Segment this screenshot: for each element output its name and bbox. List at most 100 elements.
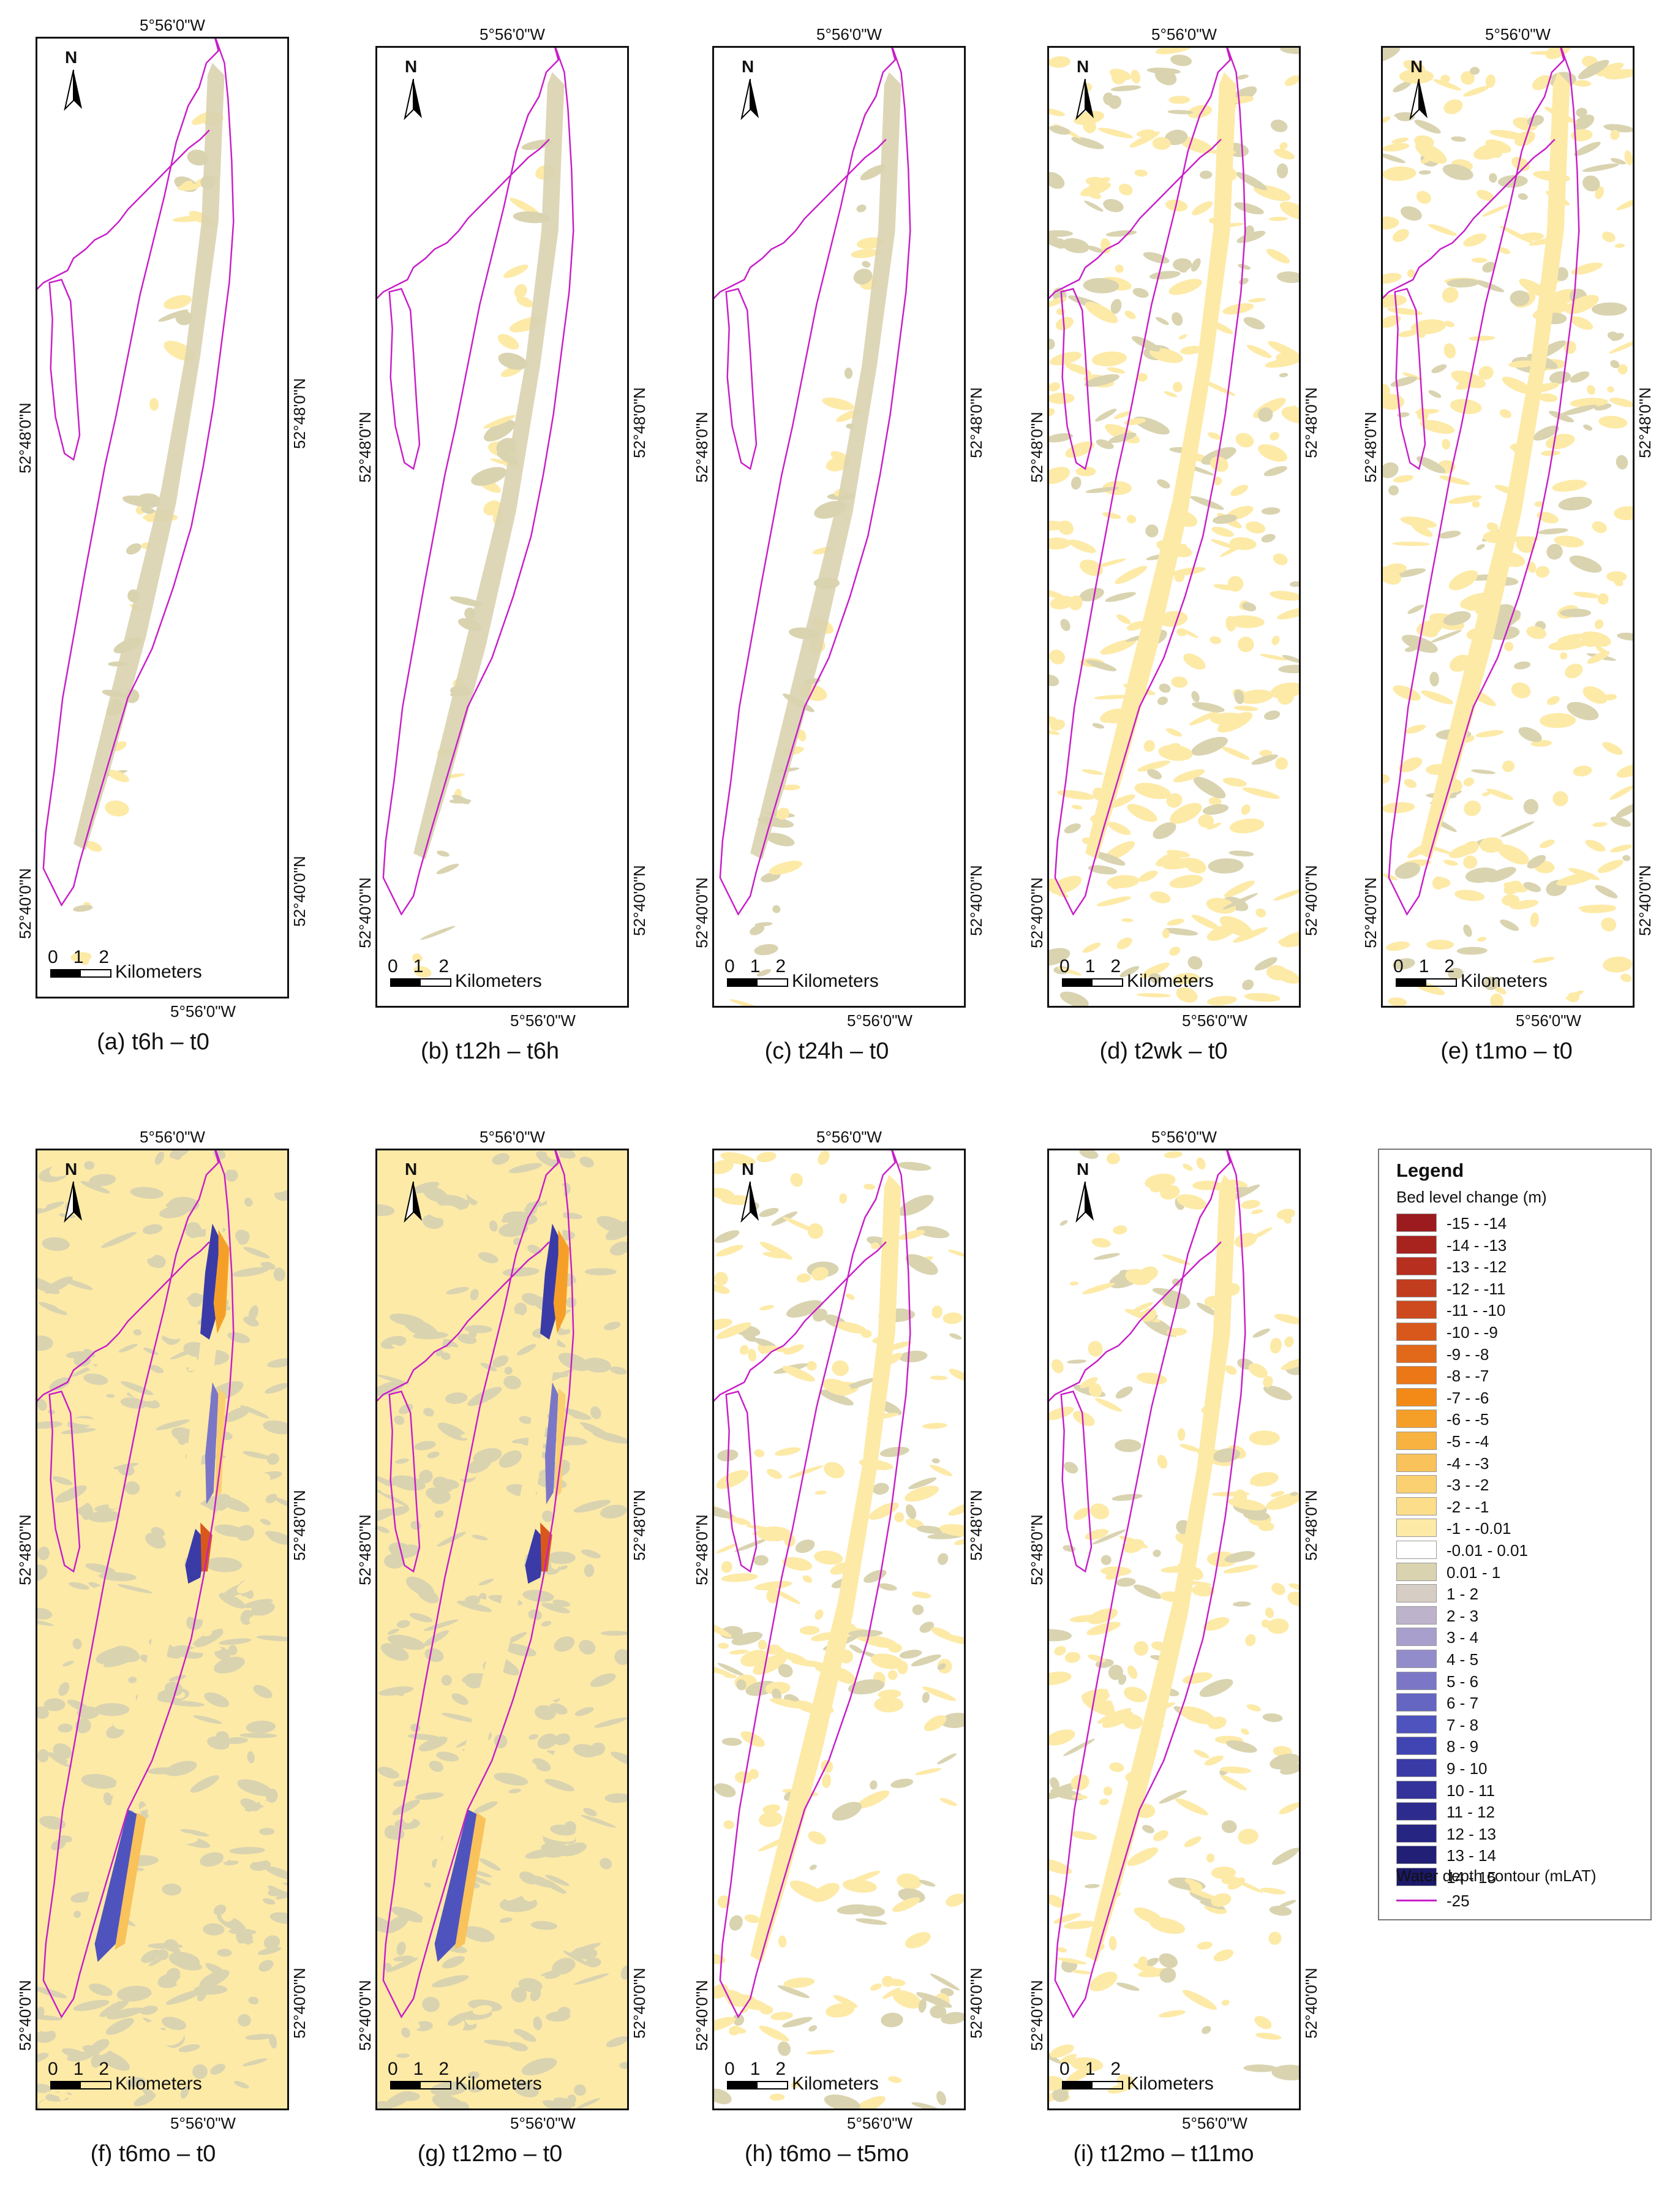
bed-change-patch [1393, 475, 1414, 483]
bed-change-patch [1211, 1867, 1236, 1879]
bed-change-patch [1502, 894, 1520, 907]
legend-label: 1 - 2 [1447, 1585, 1479, 1604]
bed-change-patch [214, 1524, 246, 1538]
legend-label: 6 - 7 [1447, 1694, 1479, 1713]
bed-change-patch [551, 1717, 571, 1729]
legend-label: -3 - -2 [1447, 1476, 1489, 1495]
bed-change-patch [1089, 1971, 1118, 1991]
bed-change-patch [498, 352, 527, 370]
bed-change-patch [1518, 193, 1528, 200]
map-frame [36, 37, 289, 998]
bed-change-patch [503, 1643, 536, 1657]
bed-change-patch [937, 1753, 957, 1765]
bed-change-patch [1074, 111, 1104, 125]
legend-item: -14 - -13 [1396, 1233, 1641, 1255]
legend-item: -0.01 - 0.01 [1396, 1538, 1641, 1560]
bed-change-patch [1242, 980, 1254, 991]
bed-change-patch [863, 1183, 876, 1190]
bed-change-patch [835, 1321, 867, 1334]
legend-item: -3 - -2 [1396, 1473, 1641, 1495]
north-arrow: N [55, 48, 92, 115]
bed-change-patch [1282, 655, 1299, 663]
legend-item: 1 - 2 [1396, 1582, 1641, 1604]
bed-change-patch [1096, 896, 1132, 907]
bed-change-patch [1191, 258, 1201, 272]
strong-change-feature [94, 1809, 140, 1962]
bed-change-patch [1170, 55, 1192, 66]
bed-change-patch [483, 1294, 509, 1306]
bed-change-patch [1571, 262, 1603, 275]
left-latitude-label: 52°40'0"N [693, 877, 711, 948]
bed-change-patch [393, 1780, 410, 1787]
bank-strip [1085, 72, 1236, 859]
north-letter: N [1077, 1160, 1089, 1179]
bed-change-patch [1548, 640, 1587, 651]
top-longitude-label: 5°56'0"W [1151, 25, 1217, 43]
bed-change-patch [377, 2101, 392, 2108]
bed-change-patch [1527, 855, 1546, 869]
scale-unit: Kilometers [115, 962, 202, 982]
bed-change-patch [574, 1973, 609, 1985]
bed-change-patch [814, 1550, 843, 1565]
bed-change-patch [418, 1588, 439, 1604]
bed-change-patch [1576, 108, 1587, 118]
bed-change-patch [1149, 348, 1184, 363]
legend-swatch [1396, 1671, 1437, 1690]
bed-change-patch [247, 1751, 255, 1764]
bed-change-patch [67, 1417, 106, 1426]
bed-change-patch [1104, 716, 1121, 723]
bed-change-patch [1229, 1179, 1248, 1187]
bed-change-patch [1063, 1920, 1096, 1930]
bed-change-patch [790, 1172, 803, 1187]
bed-change-patch [532, 1758, 551, 1772]
bed-change-patch [1272, 1848, 1299, 1865]
bed-change-patch [214, 1656, 245, 1674]
bed-change-patch [862, 1635, 898, 1648]
bottom-longitude-label: 5°56'0"W [170, 2114, 236, 2132]
bed-change-patch [1163, 858, 1198, 870]
bed-change-patch [922, 1422, 947, 1429]
bed-change-patch [1227, 1877, 1246, 1890]
bed-change-patch [1469, 336, 1496, 341]
bed-change-patch [942, 1312, 963, 1324]
legend-label: 4 - 5 [1447, 1650, 1479, 1669]
bed-change-patch [269, 1819, 287, 1829]
bed-change-patch [166, 1968, 181, 1980]
bed-change-patch [1565, 663, 1583, 679]
bed-change-patch [161, 2017, 187, 2030]
bed-change-patch [1274, 1313, 1299, 1324]
bed-change-patch [1131, 1302, 1154, 1313]
bed-change-patch [1070, 2057, 1104, 2072]
bed-change-patch [1086, 660, 1117, 671]
bed-change-patch [1103, 92, 1115, 105]
panel-caption: (g) t12mo – t0 [417, 2141, 563, 2167]
bed-change-patch [244, 1197, 253, 1207]
bed-change-patch [721, 1737, 742, 1746]
bed-change-patch [162, 2030, 184, 2046]
bed-change-patch [1439, 475, 1470, 485]
bed-change-patch [1447, 278, 1480, 288]
bed-change-patch [593, 1693, 609, 1702]
bed-change-patch [1486, 522, 1499, 532]
bed-change-patch [105, 800, 129, 817]
bed-change-patch [124, 1481, 140, 1495]
bed-change-patch [1478, 366, 1494, 380]
bank-strip [1419, 72, 1570, 859]
bed-change-patch [437, 1282, 450, 1291]
bed-change-patch [1162, 929, 1170, 938]
bed-change-patch [200, 1852, 224, 1867]
bed-change-patch [1153, 1549, 1161, 1557]
bed-change-patch [203, 1923, 225, 1936]
bed-change-patch [714, 1160, 734, 1174]
bed-change-patch [855, 1918, 887, 1925]
bed-change-patch [1407, 269, 1415, 277]
panel-caption: (b) t12h – t6h [420, 1038, 560, 1064]
bed-change-patch [259, 1827, 275, 1835]
bed-change-patch [1234, 1232, 1257, 1248]
bed-change-patch [224, 1737, 249, 1744]
bed-change-patch [1206, 822, 1222, 830]
bed-change-patch [542, 1510, 554, 1522]
scale-unit: Kilometers [792, 971, 879, 991]
bed-change-patch [43, 1698, 66, 1712]
bed-change-patch [753, 1338, 777, 1348]
